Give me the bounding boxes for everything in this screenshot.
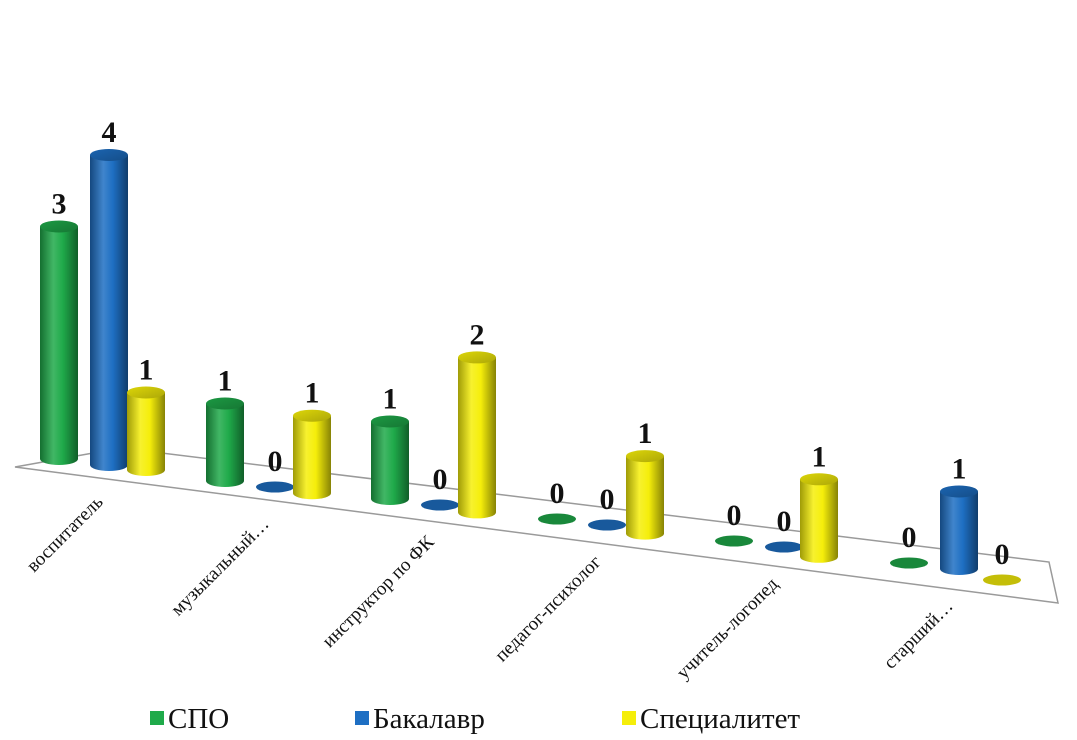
value-label-спо-1: 1 (218, 365, 233, 398)
value-label-специалитет-2: 2 (470, 318, 485, 351)
legend-item-спо: СПО (150, 703, 229, 735)
legend-label-спо: СПО (168, 703, 229, 735)
value-label-спо-4: 0 (727, 499, 742, 532)
bar-бакалавр-0 (90, 149, 128, 471)
bars-layer (40, 149, 1021, 586)
bar-специалитет-5 (983, 574, 1021, 586)
value-label-специалитет-4: 1 (812, 440, 827, 473)
value-label-специалитет-5: 0 (995, 538, 1010, 571)
value-label-бакалавр-0: 4 (102, 116, 117, 149)
value-label-бакалавр-2: 0 (433, 463, 448, 496)
bar-специалитет-0 (127, 386, 165, 476)
bar-спо-0 (40, 220, 78, 465)
value-label-специалитет-0: 1 (139, 354, 154, 387)
bar-спо-2 (371, 415, 409, 505)
value-label-бакалавр-1: 0 (268, 445, 283, 478)
bar-спо-1 (206, 397, 244, 487)
value-label-бакалавр-3: 0 (600, 483, 615, 516)
bar-бакалавр-3 (588, 519, 626, 531)
bar-спо-5 (890, 557, 928, 569)
bar-специалитет-3 (626, 450, 664, 540)
category-label-0: воспитатель (23, 491, 108, 576)
bar-специалитет-4 (800, 473, 838, 563)
value-label-бакалавр-4: 0 (777, 505, 792, 538)
bar-спо-3 (538, 513, 576, 525)
legend-item-бакалавр: Бакалавр (355, 703, 485, 735)
bar-бакалавр-1 (256, 481, 294, 493)
legend-label-специалитет: Специалитет (640, 703, 800, 735)
legend-swatch-бакалавр (355, 711, 369, 725)
bar-бакалавр-5 (940, 485, 978, 575)
bar-бакалавр-2 (421, 499, 459, 511)
value-label-спо-3: 0 (550, 477, 565, 510)
bar-специалитет-2 (458, 351, 496, 519)
legend-swatch-спо (150, 711, 164, 725)
category-label-4: учитель-логопед (673, 573, 783, 683)
legend-swatch-специалитет (622, 711, 636, 725)
bar-спо-4 (715, 535, 753, 547)
legend-item-специалитет: Специалитет (622, 703, 800, 735)
value-label-спо-2: 1 (383, 383, 398, 416)
legend-label-бакалавр: Бакалавр (373, 703, 485, 735)
category-label-2: инструктор по ФК (318, 531, 438, 651)
value-label-специалитет-3: 1 (638, 417, 653, 450)
value-label-спо-5: 0 (902, 521, 917, 554)
category-label-1: музыкальный… (167, 514, 273, 620)
value-label-спо-0: 3 (52, 188, 67, 221)
value-label-специалитет-1: 1 (305, 377, 320, 410)
category-label-3: педагог-психолог (491, 552, 606, 667)
bar-специалитет-1 (293, 409, 331, 500)
legend: СПО Бакалавр Специалитет (150, 703, 800, 735)
value-label-бакалавр-5: 1 (952, 453, 967, 486)
bar-бакалавр-4 (765, 541, 803, 553)
category-label-5: старший… (880, 596, 958, 674)
